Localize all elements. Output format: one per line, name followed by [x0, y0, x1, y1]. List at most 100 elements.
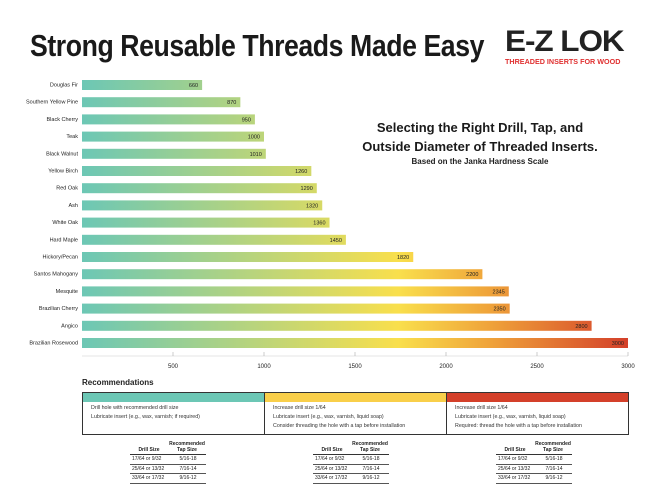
bar [82, 148, 266, 159]
recommendation-text: Consider threading the hole with a tap b… [273, 423, 406, 429]
bar [82, 320, 592, 331]
drill-size-header: Drill Size [504, 447, 526, 453]
recommendation-text: Lubricate insert (e.g., wax, varnish, li… [455, 414, 566, 420]
table-row: 17/64 or 9/32 5/16-18 [130, 455, 206, 465]
category-label: Brazilian Rosewood [29, 341, 78, 347]
bar [82, 217, 330, 228]
bar [82, 97, 241, 108]
tap-size-header: Recommended Tap Size [535, 441, 571, 453]
tap-size-cell: 5/16-18 [179, 456, 197, 463]
color-band [447, 393, 628, 402]
recommendations-box: Drill hole with recommended drill size Lu… [82, 392, 629, 435]
tap-size-cell: 5/16-18 [362, 456, 380, 463]
bar [82, 286, 509, 297]
table-row: 33/64 or 17/32 9/16-12 [496, 474, 572, 484]
tap-size-cell: 9/16-12 [545, 475, 563, 482]
category-label: Douglas Fir [50, 83, 78, 89]
value-label: 950 [242, 117, 251, 123]
recommendation-text: Lubricate insert (e.g., wax, varnish; if… [91, 414, 200, 420]
category-label: Black Walnut [46, 151, 78, 157]
recommendations-title: Recommendations [82, 378, 154, 387]
category-label: Southern Yellow Pine [26, 100, 78, 106]
drill-size-cell: 17/64 or 9/32 [315, 456, 345, 463]
tap-size-cell: 9/16-12 [362, 475, 380, 482]
category-label: Hard Maple [50, 237, 78, 243]
table-row: 25/64 or 13/32 7/16-14 [496, 465, 572, 474]
tick-label: 3000 [621, 364, 635, 370]
tap-size-cell: 9/16-12 [179, 475, 197, 482]
category-label: Red Oak [56, 186, 78, 192]
recommendation-text: Increase drill size 1/64 [455, 405, 508, 411]
bar [82, 80, 203, 90]
drill-size-cell: 25/64 or 13/32 [498, 465, 531, 472]
drill-tap-table: Drill Size Recommended Tap Size 17/64 or 9… [496, 441, 572, 484]
value-label: 2345 [493, 289, 505, 295]
bar [82, 166, 312, 176]
tap-size-header: Recommended Tap Size [352, 441, 388, 453]
bar [82, 114, 255, 125]
bar [82, 234, 346, 245]
category-label: Angico [61, 323, 78, 329]
logo-tagline: THREADED INSERTS FOR WOOD [505, 57, 621, 66]
table-row: 17/64 or 9/32 5/16-18 [313, 455, 389, 465]
category-label: White Oak [52, 220, 78, 226]
recommendation-column: Drill hole with recommended drill size Lu… [83, 393, 265, 434]
value-label: 3000 [612, 341, 624, 347]
table-row: 25/64 or 13/32 7/16-14 [313, 465, 389, 474]
table-row: 25/64 or 13/32 7/16-14 [130, 465, 206, 474]
tick-label: 1000 [257, 364, 271, 370]
bar [82, 269, 483, 280]
drill-size-header: Drill Size [138, 447, 160, 453]
value-label: 1360 [313, 221, 325, 227]
drill-tap-table: Drill Size Recommended Tap Size 17/64 or 9… [130, 441, 206, 484]
drill-size-header: Drill Size [321, 447, 343, 453]
category-label: Mesquite [56, 289, 78, 295]
tap-size-cell: 5/16-18 [545, 456, 563, 463]
value-label: 2800 [575, 324, 587, 330]
recommendation-column: Increase drill size 1/64 Lubricate insert… [265, 393, 447, 434]
bar [82, 131, 264, 142]
tick-label: 500 [168, 364, 179, 370]
tap-size-header: Recommended Tap Size [169, 441, 205, 453]
table-row: 17/64 or 9/32 5/16-18 [496, 455, 572, 465]
value-label: 1260 [295, 169, 307, 175]
value-label: 1820 [397, 255, 409, 261]
value-label: 870 [227, 100, 236, 106]
recommendation-text: Drill hole with recommended drill size [91, 405, 179, 411]
ezlok-logo: E-Z LOK THREADED INSERTS FOR WOOD [505, 27, 635, 67]
subtitle-line2: Outside Diameter of Threaded Inserts. [362, 139, 598, 154]
table-row: 33/64 or 17/32 9/16-12 [130, 474, 206, 484]
chart-subtitle: Selecting the Right Drill, Tap, and Outs… [360, 118, 600, 166]
table-row: 33/64 or 17/32 9/16-12 [313, 474, 389, 484]
category-label: Brazilian Cherry [39, 306, 78, 312]
category-label: Teak [66, 134, 78, 140]
tick-label: 2500 [530, 364, 544, 370]
subtitle-line3: Based on the Janka Hardness Scale [411, 157, 549, 166]
bar [82, 338, 628, 348]
hardness-bar-chart: Douglas Fir 660 Southern Yellow Pine 870 Bla… [26, 80, 635, 370]
bar [82, 200, 323, 211]
category-label: Ash [69, 203, 78, 209]
bar [82, 252, 414, 262]
value-label: 1450 [330, 238, 342, 244]
category-label: Santos Mahogany [34, 272, 79, 278]
logo-text: E-Z LOK [505, 25, 625, 58]
subtitle-line1: Selecting the Right Drill, Tap, and [376, 120, 584, 135]
category-label: Black Cherry [47, 117, 79, 123]
value-label: 2200 [466, 272, 478, 278]
value-label: 1000 [248, 135, 260, 141]
tick-label: 2000 [439, 364, 453, 370]
color-band [83, 393, 264, 402]
tap-size-cell: 7/16-14 [362, 465, 380, 472]
recommendation-text: Required: thread the hole with a tap bef… [455, 423, 582, 429]
tick-label: 1500 [348, 364, 362, 370]
recommendation-column: Increase drill size 1/64 Lubricate insert… [447, 393, 628, 434]
category-label: Hickory/Pecan [43, 255, 78, 261]
page-title: Strong Reusable Threads Made Easy [30, 28, 484, 63]
value-label: 1010 [250, 152, 262, 158]
drill-size-cell: 25/64 or 13/32 [315, 465, 348, 472]
category-label: Yellow Birch [48, 169, 78, 175]
drill-size-cell: 17/64 or 9/32 [132, 456, 162, 463]
drill-size-cell: 33/64 or 17/32 [315, 475, 348, 482]
recommendation-text: Lubricate insert (e.g., wax, varnish, li… [273, 414, 384, 420]
